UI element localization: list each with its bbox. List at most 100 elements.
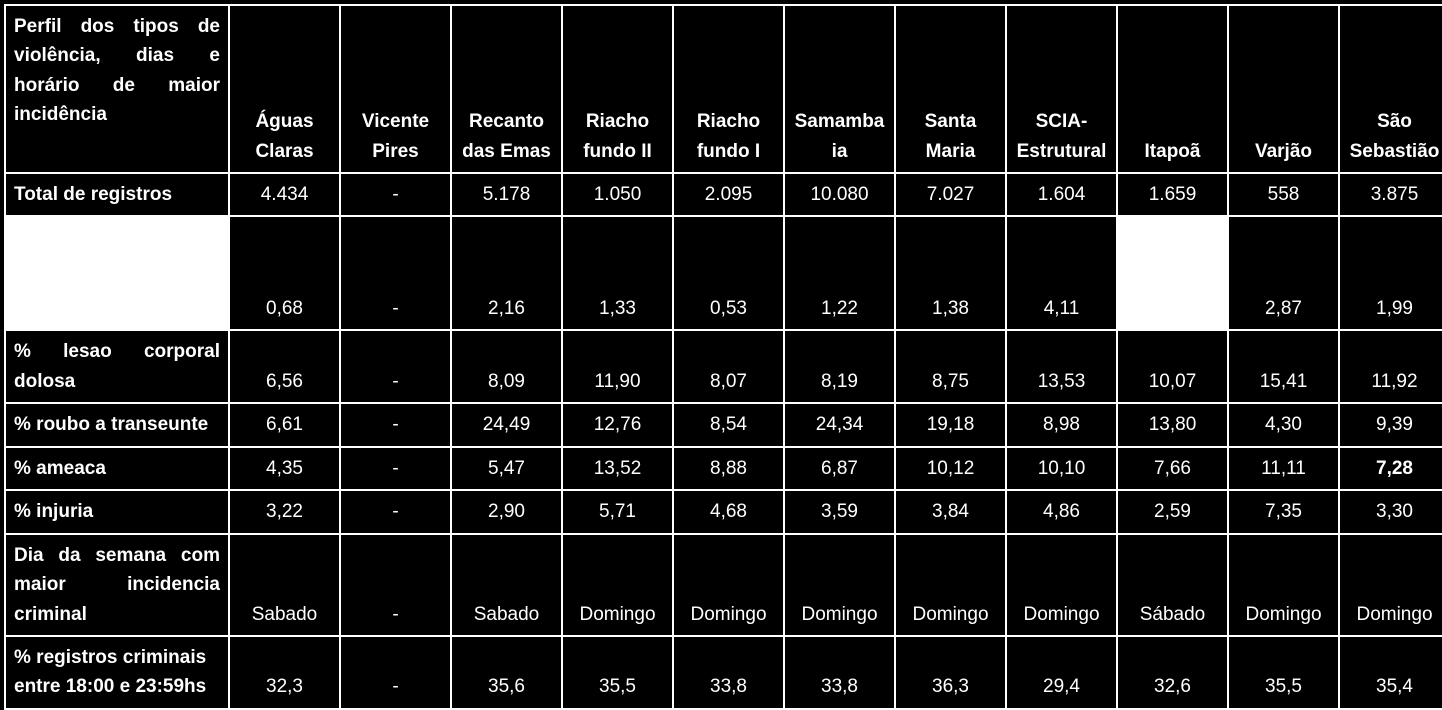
table-cell: 558	[1228, 173, 1339, 216]
table-cell: 10.080	[784, 173, 895, 216]
table-cell: 13,53	[1006, 330, 1117, 403]
table-cell: 35,5	[1228, 636, 1339, 709]
table-cell: 13,80	[1117, 403, 1228, 446]
table-row: % lesao corporal dolosa6,56-8,0911,908,0…	[5, 330, 1442, 403]
column-header: São Sebastião	[1339, 5, 1442, 173]
table-row: % ameaca4,35-5,4713,528,886,8710,1210,10…	[5, 447, 1442, 490]
table-container: Perfil dos tipos de violência, dias e ho…	[0, 0, 1442, 699]
table-cell: 35,4	[1339, 636, 1442, 709]
table-cell: 3,59	[784, 490, 895, 533]
table-header-row: Perfil dos tipos de violência, dias e ho…	[5, 5, 1442, 173]
table-cell: 1,33	[562, 216, 673, 330]
table-cell: Domingo	[562, 534, 673, 636]
column-header: SCIA-Estrutural	[1006, 5, 1117, 173]
table-row: Total de registros4.434-5.1781.0502.0951…	[5, 173, 1442, 216]
table-cell: Sabado	[229, 534, 340, 636]
table-cell: 10,10	[1006, 447, 1117, 490]
table-cell: -	[340, 534, 451, 636]
table-cell: 1.659	[1117, 173, 1228, 216]
table-cell: 35,6	[451, 636, 562, 709]
table-cell: 4,11	[1006, 216, 1117, 330]
table-cell: 8,09	[451, 330, 562, 403]
column-header: Samambaia	[784, 5, 895, 173]
table-cell: Sabado	[451, 534, 562, 636]
row-label: Dia da semana com maior incidencia crimi…	[5, 534, 229, 636]
table-cell: Domingo	[784, 534, 895, 636]
table-cell: 33,8	[673, 636, 784, 709]
table-cell: 10,07	[1117, 330, 1228, 403]
row-label: % roubo a transeunte	[5, 403, 229, 446]
table-cell: 35,5	[562, 636, 673, 709]
table-cell: 6,87	[784, 447, 895, 490]
table-cell: 7,66	[1117, 447, 1228, 490]
table-cell: 7,28	[1339, 447, 1442, 490]
table-cell: 2.095	[673, 173, 784, 216]
table-cell: 3,22	[229, 490, 340, 533]
table-cell: 4,30	[1228, 403, 1339, 446]
table-cell: 32,6	[1117, 636, 1228, 709]
table-cell: 0,68	[229, 216, 340, 330]
column-header: Riacho fundo I	[673, 5, 784, 173]
column-header: Recanto das Emas	[451, 5, 562, 173]
table-cell: 8,54	[673, 403, 784, 446]
table-cell: Domingo	[673, 534, 784, 636]
table-cell: Domingo	[1339, 534, 1442, 636]
table-cell: -	[340, 636, 451, 709]
table-cell: 7.027	[895, 173, 1006, 216]
row-label	[5, 216, 229, 330]
table-cell: 6,56	[229, 330, 340, 403]
table-cell: 1.050	[562, 173, 673, 216]
table-cell: 4,35	[229, 447, 340, 490]
table-cell: 15,41	[1228, 330, 1339, 403]
table-cell: 1,38	[895, 216, 1006, 330]
table-cell: 8,88	[673, 447, 784, 490]
table-cell: 6,61	[229, 403, 340, 446]
table-cell: 3.875	[1339, 173, 1442, 216]
table-row: 0,68-2,161,330,531,221,384,112,871,99	[5, 216, 1442, 330]
row-label: % lesao corporal dolosa	[5, 330, 229, 403]
table-cell: 4,68	[673, 490, 784, 533]
column-header: Vicente Pires	[340, 5, 451, 173]
table-cell: 9,39	[1339, 403, 1442, 446]
table-cell: 19,18	[895, 403, 1006, 446]
table-cell: 3,84	[895, 490, 1006, 533]
table-cell: 33,8	[784, 636, 895, 709]
table-cell: 4.434	[229, 173, 340, 216]
table-cell: Domingo	[1006, 534, 1117, 636]
column-header: Águas Claras	[229, 5, 340, 173]
table-cell: -	[340, 403, 451, 446]
table-cell: 8,75	[895, 330, 1006, 403]
table-cell: Sábado	[1117, 534, 1228, 636]
table-cell: 32,3	[229, 636, 340, 709]
table-cell: 3,30	[1339, 490, 1442, 533]
table-cell: 1,22	[784, 216, 895, 330]
table-cell: 2,16	[451, 216, 562, 330]
column-header: Itapoã	[1117, 5, 1228, 173]
table-cell: 24,34	[784, 403, 895, 446]
violence-profile-table: Perfil dos tipos de violência, dias e ho…	[4, 4, 1442, 710]
column-header: Santa Maria	[895, 5, 1006, 173]
table-cell: 1.604	[1006, 173, 1117, 216]
table-cell: 24,49	[451, 403, 562, 446]
table-cell: -	[340, 216, 451, 330]
table-cell: 5.178	[451, 173, 562, 216]
table-cell: 8,19	[784, 330, 895, 403]
table-cell: 29,4	[1006, 636, 1117, 709]
table-cell: 8,07	[673, 330, 784, 403]
table-cell: 11,90	[562, 330, 673, 403]
table-cell	[1117, 216, 1228, 330]
column-header: Perfil dos tipos de violência, dias e ho…	[5, 5, 229, 173]
table-cell: 36,3	[895, 636, 1006, 709]
table-cell: 12,76	[562, 403, 673, 446]
table-cell: Domingo	[895, 534, 1006, 636]
column-header: Varjão	[1228, 5, 1339, 173]
table-cell: 1,99	[1339, 216, 1442, 330]
table-row: % registros criminais entre 18:00 e 23:5…	[5, 636, 1442, 709]
table-row: % injuria3,22-2,905,714,683,593,844,862,…	[5, 490, 1442, 533]
table-cell: 4,86	[1006, 490, 1117, 533]
table-cell: Domingo	[1228, 534, 1339, 636]
table-cell: -	[340, 447, 451, 490]
table-cell: 5,71	[562, 490, 673, 533]
table-cell: -	[340, 490, 451, 533]
table-cell: 2,87	[1228, 216, 1339, 330]
